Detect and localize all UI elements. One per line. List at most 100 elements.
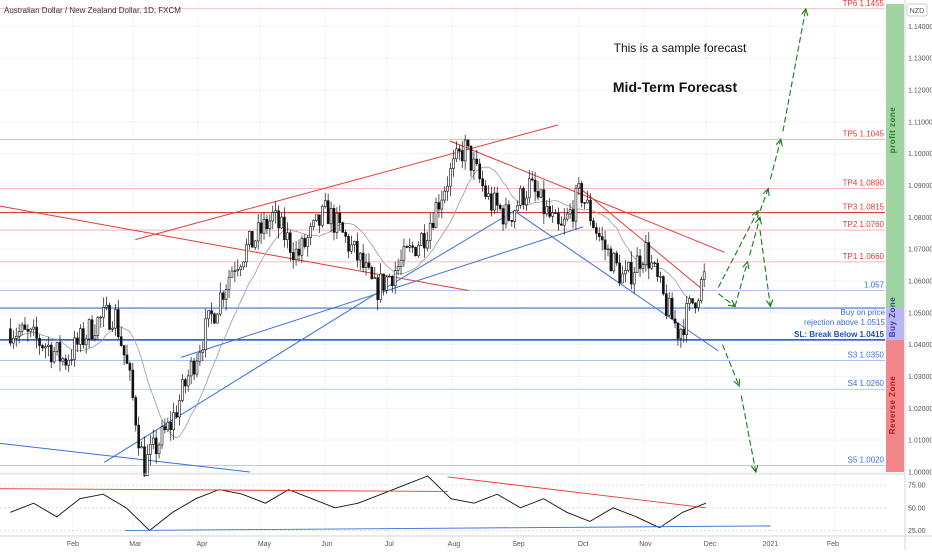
candle-body [679,328,683,339]
candle-body [697,300,700,308]
candle-body [125,354,129,364]
candle-body [358,252,362,261]
profit-zone-label: profit zone [888,107,897,153]
candle-body [565,213,569,220]
buy-note-line-1: Buy on price [841,308,886,317]
candle-body [656,262,659,278]
candle-body [557,212,560,225]
trendline-up-blue-2 [180,226,584,358]
x-tick-label: Aug [448,541,461,548]
mid-term-forecast-text: Mid-Term Forecast [613,79,738,95]
candle-body [484,185,487,197]
candle-body [210,310,213,315]
candle-body [76,337,79,345]
candle-body [218,292,222,315]
candle-body [315,214,318,221]
candle-body [670,297,674,320]
candle-body [440,199,444,210]
oscillator-line [10,475,707,532]
candle-body [242,261,245,268]
candle-body [533,179,537,192]
y-tick-label: 1.00000 [908,470,932,477]
candle-body [17,331,21,337]
candle-body [207,310,210,320]
y-tick-label: 1.10000 [908,151,932,158]
forecast-arrow [734,262,747,307]
trend-lines [0,124,725,473]
candle-body [41,345,44,349]
candle-body [554,212,557,214]
candle-body [332,208,336,233]
candle-body [545,206,549,215]
candle-body [321,206,324,226]
candle-body [79,328,82,345]
candle-body [586,199,589,204]
candle-body [175,412,178,418]
candle-body [166,421,170,430]
candle-body [245,244,248,263]
candle-body [61,358,65,362]
candle-body [539,189,543,198]
forecast-arrows [717,9,805,472]
candle-body [52,351,56,363]
candle-body [446,185,449,192]
candle-body [615,252,619,264]
candle-body [490,193,493,211]
candle-body [592,220,595,228]
candles [9,134,706,477]
candle-body [373,277,377,279]
candle-body [420,233,423,246]
candle-body [449,168,452,187]
level-label: TP2 1.0760 [843,220,885,229]
candle-body [47,344,50,347]
candle-body [423,233,426,249]
candle-body [169,421,173,430]
candle-body [396,266,400,271]
candle-body [23,324,27,330]
candle-body [376,277,380,300]
candle-body [224,289,228,300]
candle-body [297,248,301,256]
level-label: 1.057 [864,281,885,290]
candle-body [239,266,242,270]
candle-body [516,205,519,211]
candle-body [353,241,356,246]
candle-body [513,210,517,222]
x-tick-label: Sep [512,541,525,548]
x-tick-label: Jul [385,541,394,548]
candle-body [647,242,651,269]
candle-body [691,298,694,304]
x-tick-label: Jun [321,541,332,548]
candle-body [510,220,514,222]
candle-body [58,342,62,362]
x-tick-label: Feb [67,541,79,548]
candle-body [382,273,385,291]
candle-body [606,248,610,251]
candle-body [294,248,298,261]
chart-title: Australian Dollar / New Zealand Dollar, … [4,6,181,15]
candle-body [44,346,47,349]
candle-body [277,210,280,229]
candle-body [627,261,630,271]
x-tick-label: Nov [639,541,652,548]
currency-badge[interactable]: NZD [906,3,928,17]
candle-body [428,222,432,241]
x-tick-label: 2021 [763,541,779,548]
candle-body [338,212,342,224]
candle-body [580,183,584,203]
candle-body [621,273,624,284]
candle-body [542,189,546,215]
y-tick-label: 1.08000 [908,215,932,222]
candle-body [146,454,149,476]
oscillator-trend-blue [124,525,771,531]
candle-body [682,328,686,336]
candle-body [659,276,662,278]
candle-body [12,338,15,344]
trendline-down-blue-low [0,442,250,473]
candle-body [469,145,473,171]
candle-body [55,342,59,352]
